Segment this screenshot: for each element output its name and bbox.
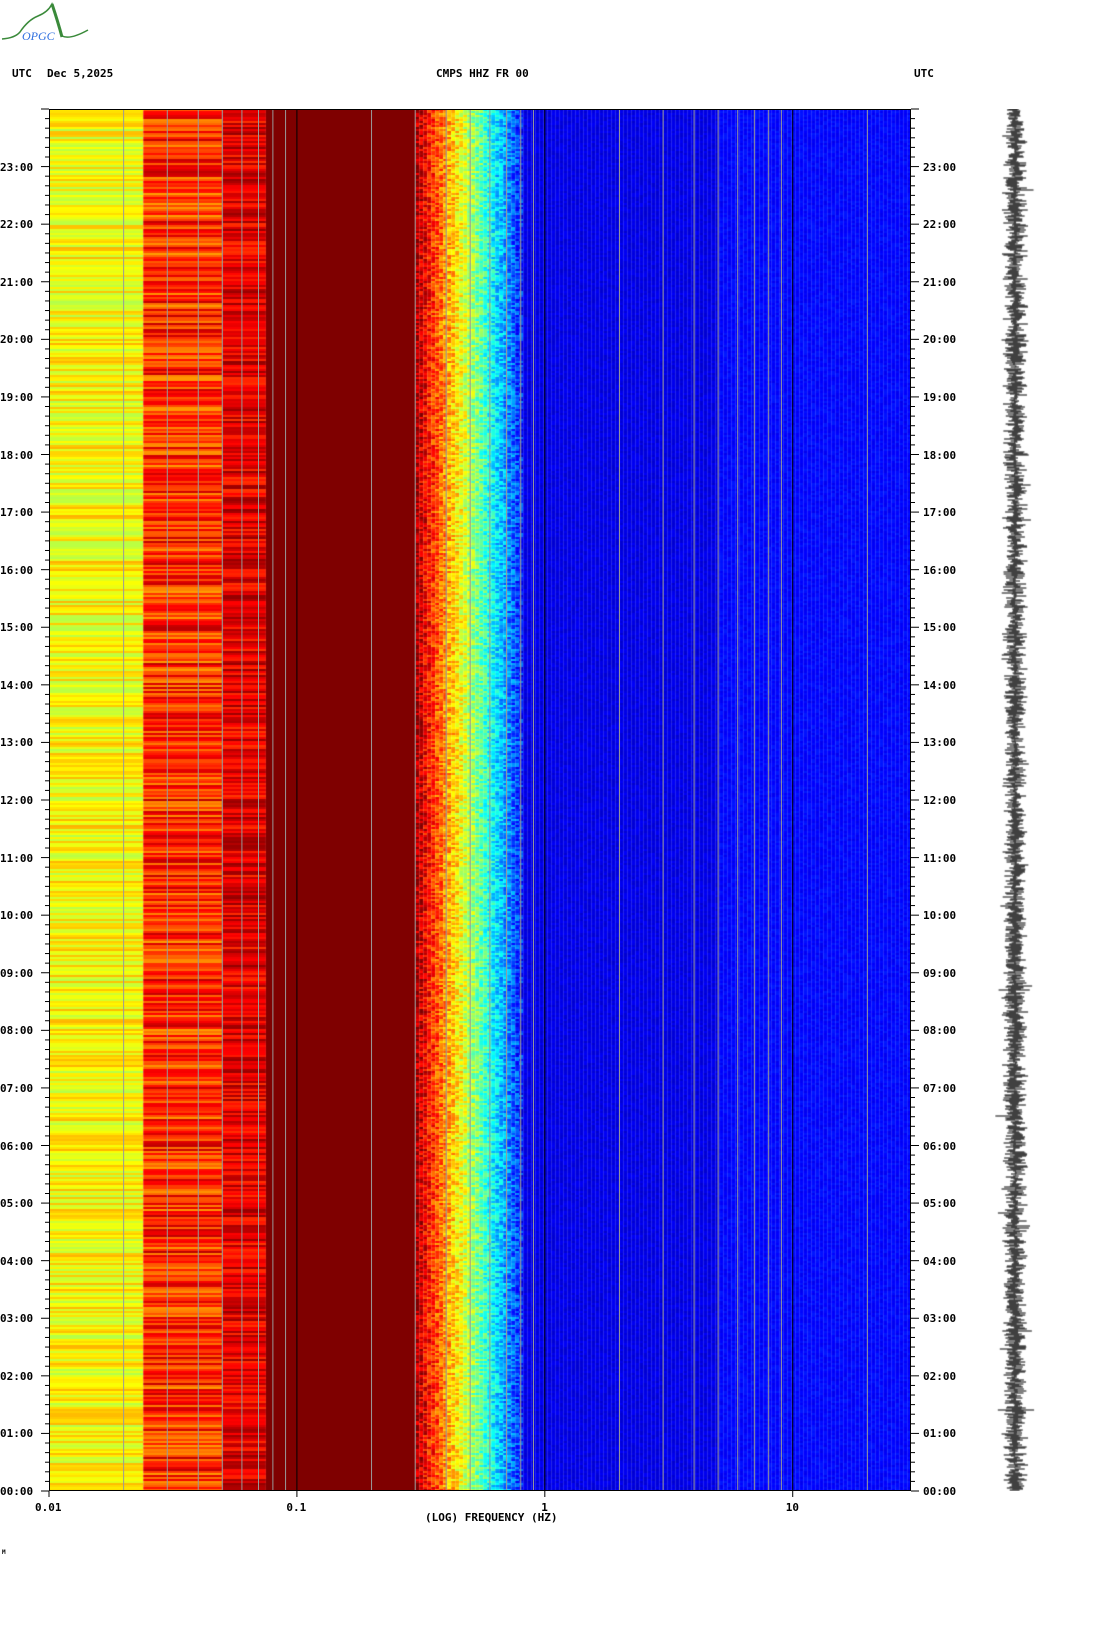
x-tick-label: 0.01 bbox=[35, 1501, 62, 1514]
y-tick-label-right: 20:00 bbox=[923, 333, 957, 347]
y-tick-label-left: 05:00 bbox=[0, 1197, 34, 1211]
date-label: Dec 5,2025 bbox=[47, 67, 114, 80]
y-tick-label-left: 14:00 bbox=[0, 678, 34, 692]
y-tick-label-left: 10:00 bbox=[0, 909, 34, 923]
y-tick-label-right: 12:00 bbox=[923, 794, 957, 807]
y-tick-label-left: 04:00 bbox=[0, 1254, 34, 1268]
y-tick-label-right: 03:00 bbox=[923, 1312, 957, 1326]
y-tick-label-right: 09:00 bbox=[923, 966, 957, 980]
opgc-logo: OPGC bbox=[1, 2, 89, 43]
y-tick-label-right: 14:00 bbox=[923, 678, 957, 692]
y-tick-label-left: 00:00 bbox=[0, 1485, 34, 1498]
y-tick-label-left: 08:00 bbox=[0, 1024, 34, 1038]
y-tick-label-left: 19:00 bbox=[0, 390, 34, 404]
y-tick-label-right: 10:00 bbox=[923, 909, 957, 923]
y-tick-label-left: 15:00 bbox=[0, 621, 34, 635]
right-timezone-label: UTC bbox=[914, 67, 934, 80]
spectrogram-plot bbox=[49, 109, 911, 1491]
frequency-gridlines bbox=[49, 109, 911, 1491]
y-tick-label-right: 17:00 bbox=[923, 506, 957, 520]
y-tick-label-right: 15:00 bbox=[923, 621, 957, 635]
seismic-trace bbox=[995, 109, 1035, 1491]
y-tick-label-right: 11:00 bbox=[923, 851, 957, 865]
y-tick-label-right: 16:00 bbox=[923, 563, 957, 577]
y-tick-label-right: 18:00 bbox=[923, 448, 957, 462]
y-tick-label-right: 13:00 bbox=[923, 736, 957, 750]
y-tick-label-left: 20:00 bbox=[0, 333, 34, 347]
y-tick-label-right: 00:00 bbox=[923, 1485, 957, 1498]
y-tick-label-left: 02:00 bbox=[0, 1369, 34, 1383]
y-tick-label-right: 19:00 bbox=[923, 390, 957, 404]
y-tick-label-left: 21:00 bbox=[0, 275, 34, 289]
x-tick-label: 0.1 bbox=[286, 1501, 307, 1514]
y-tick-label-right: 05:00 bbox=[923, 1197, 957, 1211]
station-label: CMPS HHZ FR 00 bbox=[436, 67, 529, 80]
x-axis-label: (LOG) FREQUENCY (HZ) bbox=[425, 1511, 558, 1524]
y-tick-label-right: 07:00 bbox=[923, 1081, 957, 1095]
y-tick-label-right: 22:00 bbox=[923, 218, 957, 232]
x-tick-label: 1 bbox=[541, 1501, 548, 1514]
y-tick-label-right: 01:00 bbox=[923, 1427, 957, 1441]
footer-mark: M bbox=[2, 1549, 6, 1556]
x-tick-label: 10 bbox=[785, 1501, 799, 1514]
y-tick-label-left: 07:00 bbox=[0, 1081, 34, 1095]
y-tick-label-right: 02:00 bbox=[923, 1369, 957, 1383]
y-tick-label-left: 06:00 bbox=[0, 1139, 34, 1153]
y-tick-label-right: 04:00 bbox=[923, 1254, 957, 1268]
y-tick-label-left: 12:00 bbox=[0, 794, 34, 807]
y-tick-label-left: 01:00 bbox=[0, 1427, 34, 1441]
svg-text:OPGC: OPGC bbox=[22, 29, 56, 43]
y-tick-label-right: 21:00 bbox=[923, 275, 957, 289]
y-tick-label-left: 18:00 bbox=[0, 448, 34, 462]
y-tick-label-right: 08:00 bbox=[923, 1024, 957, 1038]
y-tick-label-right: 06:00 bbox=[923, 1139, 957, 1153]
y-tick-label-left: 11:00 bbox=[0, 851, 34, 865]
y-tick-label-left: 23:00 bbox=[0, 160, 34, 174]
y-tick-label-left: 13:00 bbox=[0, 736, 34, 750]
left-timezone-label: UTC bbox=[12, 67, 32, 80]
y-tick-label-left: 03:00 bbox=[0, 1312, 34, 1326]
y-tick-label-left: 17:00 bbox=[0, 506, 34, 520]
spectrogram-heatmap bbox=[49, 109, 911, 1491]
y-tick-label-left: 09:00 bbox=[0, 966, 34, 980]
y-tick-label-left: 16:00 bbox=[0, 563, 34, 577]
y-tick-label-right: 23:00 bbox=[923, 160, 957, 174]
y-tick-label-left: 22:00 bbox=[0, 218, 34, 232]
